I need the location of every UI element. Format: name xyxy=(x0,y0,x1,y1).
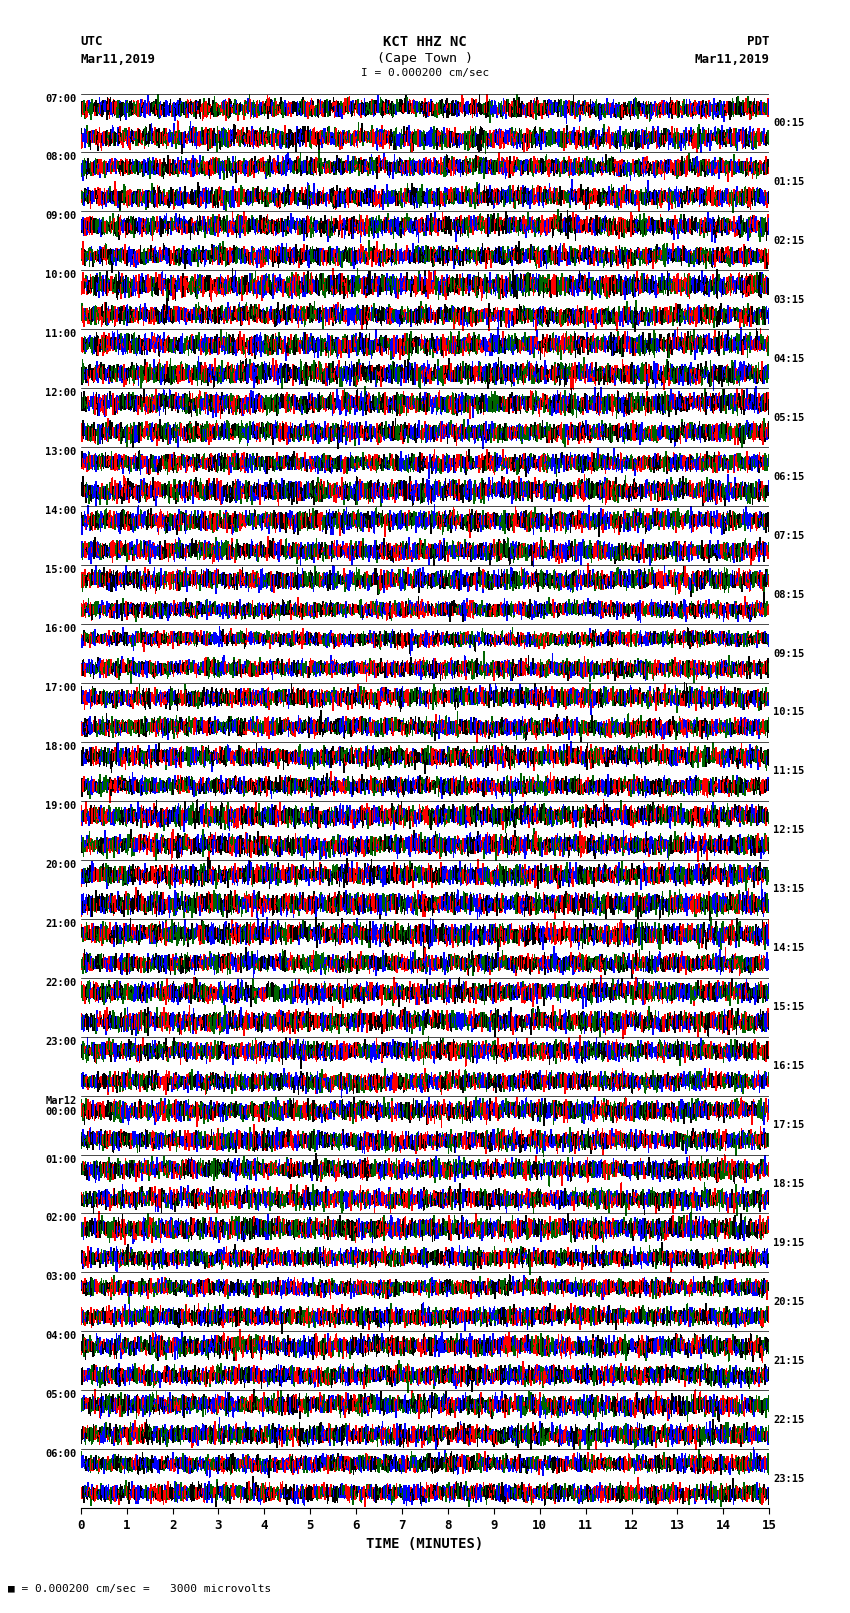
Text: 15:00: 15:00 xyxy=(45,565,76,576)
Text: 11:00: 11:00 xyxy=(45,329,76,339)
Text: 15:15: 15:15 xyxy=(774,1002,805,1011)
X-axis label: TIME (MINUTES): TIME (MINUTES) xyxy=(366,1537,484,1552)
Text: 20:00: 20:00 xyxy=(45,860,76,869)
Text: 08:00: 08:00 xyxy=(45,153,76,163)
Text: 14:00: 14:00 xyxy=(45,506,76,516)
Text: PDT: PDT xyxy=(747,35,769,48)
Text: 02:15: 02:15 xyxy=(774,235,805,245)
Text: Mar11,2019: Mar11,2019 xyxy=(694,53,769,66)
Text: 05:15: 05:15 xyxy=(774,413,805,423)
Text: 13:00: 13:00 xyxy=(45,447,76,456)
Text: 00:15: 00:15 xyxy=(774,118,805,127)
Text: 14:15: 14:15 xyxy=(774,944,805,953)
Text: 01:00: 01:00 xyxy=(45,1155,76,1165)
Text: 23:15: 23:15 xyxy=(774,1474,805,1484)
Text: KCT HHZ NC: KCT HHZ NC xyxy=(383,35,467,50)
Text: 10:15: 10:15 xyxy=(774,708,805,718)
Text: 17:15: 17:15 xyxy=(774,1119,805,1131)
Text: 21:15: 21:15 xyxy=(774,1357,805,1366)
Text: 11:15: 11:15 xyxy=(774,766,805,776)
Text: 04:15: 04:15 xyxy=(774,353,805,365)
Text: Mar12
00:00: Mar12 00:00 xyxy=(45,1095,76,1118)
Text: 02:00: 02:00 xyxy=(45,1213,76,1223)
Text: 01:15: 01:15 xyxy=(774,177,805,187)
Text: 13:15: 13:15 xyxy=(774,884,805,894)
Text: UTC: UTC xyxy=(81,35,103,48)
Text: ■ = 0.000200 cm/sec =   3000 microvolts: ■ = 0.000200 cm/sec = 3000 microvolts xyxy=(8,1584,272,1594)
Text: 06:15: 06:15 xyxy=(774,471,805,482)
Text: 07:00: 07:00 xyxy=(45,94,76,103)
Text: 05:00: 05:00 xyxy=(45,1390,76,1400)
Text: 12:15: 12:15 xyxy=(774,826,805,836)
Text: I = 0.000200 cm/sec: I = 0.000200 cm/sec xyxy=(361,68,489,77)
Text: 22:00: 22:00 xyxy=(45,977,76,987)
Text: 17:00: 17:00 xyxy=(45,682,76,694)
Text: 22:15: 22:15 xyxy=(774,1415,805,1424)
Text: 07:15: 07:15 xyxy=(774,531,805,540)
Text: 06:00: 06:00 xyxy=(45,1448,76,1460)
Text: 20:15: 20:15 xyxy=(774,1297,805,1307)
Text: 18:00: 18:00 xyxy=(45,742,76,752)
Text: 09:15: 09:15 xyxy=(774,648,805,658)
Text: 12:00: 12:00 xyxy=(45,389,76,398)
Text: 19:00: 19:00 xyxy=(45,800,76,811)
Text: 23:00: 23:00 xyxy=(45,1037,76,1047)
Text: 03:15: 03:15 xyxy=(774,295,805,305)
Text: 16:00: 16:00 xyxy=(45,624,76,634)
Text: 09:00: 09:00 xyxy=(45,211,76,221)
Text: 21:00: 21:00 xyxy=(45,919,76,929)
Text: 18:15: 18:15 xyxy=(774,1179,805,1189)
Text: 04:00: 04:00 xyxy=(45,1331,76,1342)
Text: (Cape Town ): (Cape Town ) xyxy=(377,52,473,65)
Text: 03:00: 03:00 xyxy=(45,1273,76,1282)
Text: 19:15: 19:15 xyxy=(774,1237,805,1248)
Text: Mar11,2019: Mar11,2019 xyxy=(81,53,156,66)
Text: 10:00: 10:00 xyxy=(45,271,76,281)
Text: 16:15: 16:15 xyxy=(774,1061,805,1071)
Text: 08:15: 08:15 xyxy=(774,590,805,600)
